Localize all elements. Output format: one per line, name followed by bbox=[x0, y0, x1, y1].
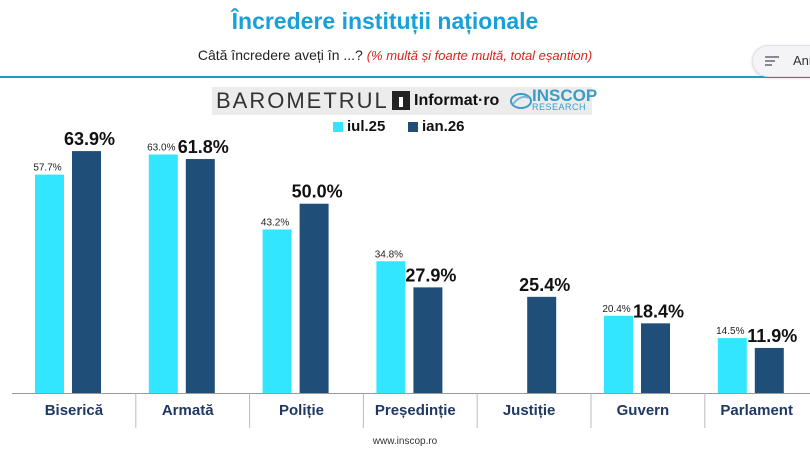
bar-ian26-4 bbox=[527, 296, 557, 393]
legend-swatch-iul25 bbox=[333, 122, 343, 132]
data-label-iul25-3: 34.8% bbox=[375, 249, 403, 260]
data-label-ian26-5: 18.4% bbox=[633, 301, 684, 321]
bar-ian26-0 bbox=[72, 151, 101, 393]
data-label-iul25-5: 20.4% bbox=[602, 304, 630, 315]
data-label-iul25-6: 14.5% bbox=[716, 326, 744, 337]
footer-url: www.inscop.ro bbox=[372, 436, 438, 447]
bar-iul25-5 bbox=[604, 315, 633, 393]
header-band bbox=[0, 0, 810, 78]
bar-iul25-1 bbox=[148, 154, 178, 393]
bar-ian26-1 bbox=[185, 159, 215, 393]
logo-strip: BAROMETRUL Informat·ro INSCOP RESEARCH bbox=[212, 87, 597, 115]
barometrul-logo: BAROMETRUL bbox=[216, 88, 389, 113]
data-label-ian26-0: 63.9% bbox=[64, 129, 115, 149]
data-label-ian26-6: 11.9% bbox=[747, 326, 797, 346]
annotate-button[interactable]: Ann bbox=[752, 45, 810, 77]
data-label-ian26-4: 25.4% bbox=[519, 275, 570, 295]
bar-iul25-0 bbox=[35, 174, 64, 393]
inscop-logo-sub: RESEARCH bbox=[532, 102, 587, 112]
page-subtitle: Câtă încredere aveți în ...? (% multă și… bbox=[0, 47, 790, 63]
category-label-4: Justiție bbox=[503, 402, 556, 419]
subtitle-question: Câtă încredere aveți în ...? bbox=[197, 47, 363, 63]
informat-logo-mark bbox=[392, 91, 410, 110]
legend-label-iul25: iul.25 bbox=[347, 118, 386, 135]
data-label-ian26-2: 50.0% bbox=[292, 182, 343, 202]
category-label-5: Guvern bbox=[617, 402, 670, 419]
data-label-ian26-1: 61.8% bbox=[178, 137, 229, 157]
bar-ian26-2 bbox=[299, 203, 329, 393]
bar-ian26-3 bbox=[413, 287, 443, 393]
lines-icon bbox=[765, 56, 779, 68]
bar-iul25-2 bbox=[262, 229, 292, 393]
category-label-6: Parlament bbox=[720, 402, 793, 419]
informat-logo: Informat·ro bbox=[414, 92, 500, 109]
annotate-button-label: Ann bbox=[793, 53, 810, 68]
data-label-iul25-2: 43.2% bbox=[261, 217, 289, 228]
bar-iul25-6 bbox=[717, 338, 747, 393]
category-label-1: Armată bbox=[162, 402, 214, 419]
category-label-0: Biserică bbox=[45, 402, 104, 419]
bar-ian26-6 bbox=[754, 347, 784, 393]
legend-label-ian26: ian.26 bbox=[422, 118, 465, 135]
category-label-3: Președinție bbox=[375, 402, 456, 419]
legend-swatch-ian26 bbox=[408, 122, 418, 132]
category-label-2: Poliție bbox=[279, 402, 324, 419]
subtitle-note: (% multă și foarte multă, total eșantion… bbox=[366, 48, 593, 63]
bar-ian26-5 bbox=[641, 323, 670, 393]
inscop-logo: INSCOP bbox=[532, 86, 598, 105]
page-title: Încredere instituții naționale bbox=[231, 8, 539, 34]
data-label-iul25-1: 63.0% bbox=[147, 143, 175, 154]
bar-iul25-3 bbox=[376, 261, 406, 393]
data-label-ian26-3: 27.9% bbox=[405, 265, 456, 285]
data-label-iul25-0: 57.7% bbox=[33, 163, 61, 174]
inscop-logo-icon bbox=[510, 93, 532, 109]
